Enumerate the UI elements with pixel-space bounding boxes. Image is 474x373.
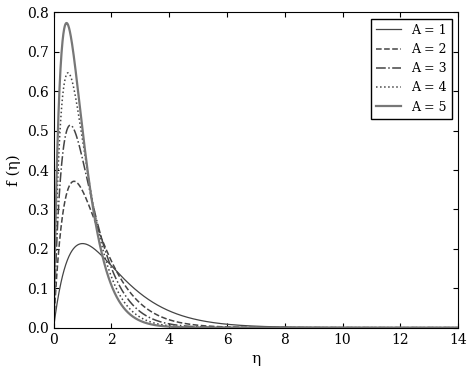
A = 2 <box>444 325 449 330</box>
A = 5 <box>248 325 254 330</box>
A = 2 <box>370 325 375 330</box>
A = 1 <box>370 325 375 330</box>
A = 4 <box>248 325 254 330</box>
A = 4 <box>456 325 461 330</box>
A = 3 <box>248 325 254 330</box>
A = 3 <box>370 325 375 330</box>
A = 1 <box>80 241 85 246</box>
Line: A = 1: A = 1 <box>54 244 458 327</box>
A = 2 <box>237 325 243 329</box>
A = 4 <box>65 70 71 75</box>
A = 5 <box>64 21 69 25</box>
A = 5 <box>444 325 449 330</box>
A = 1 <box>237 323 243 327</box>
A = 4 <box>444 325 449 330</box>
X-axis label: η: η <box>251 352 261 366</box>
A = 2 <box>444 325 449 330</box>
A = 5 <box>237 325 243 330</box>
A = 1 <box>72 245 77 250</box>
A = 1 <box>248 324 254 328</box>
A = 2 <box>71 179 77 184</box>
A = 2 <box>456 325 461 330</box>
A = 3 <box>237 325 243 330</box>
A = 4 <box>237 325 243 330</box>
A = 2 <box>72 179 77 184</box>
A = 2 <box>248 325 254 330</box>
A = 4 <box>51 325 56 330</box>
A = 2 <box>51 325 56 330</box>
Line: A = 5: A = 5 <box>54 23 458 327</box>
A = 4 <box>72 89 77 94</box>
A = 1 <box>444 325 449 330</box>
A = 3 <box>51 325 56 330</box>
A = 4 <box>370 325 375 330</box>
Y-axis label: f (η): f (η) <box>7 154 21 186</box>
A = 1 <box>444 325 449 330</box>
A = 5 <box>456 325 461 330</box>
A = 1 <box>51 325 56 330</box>
Line: A = 2: A = 2 <box>54 181 458 327</box>
Legend: A = 1, A = 2, A = 3, A = 4, A = 5: A = 1, A = 2, A = 3, A = 4, A = 5 <box>371 19 452 119</box>
A = 1 <box>456 325 461 330</box>
A = 3 <box>444 325 449 330</box>
A = 5 <box>444 325 449 330</box>
A = 5 <box>370 325 375 330</box>
Line: A = 3: A = 3 <box>54 125 458 327</box>
A = 3 <box>72 128 77 133</box>
A = 3 <box>444 325 449 330</box>
A = 3 <box>67 123 73 128</box>
A = 3 <box>456 325 461 330</box>
Line: A = 4: A = 4 <box>54 73 458 327</box>
A = 4 <box>444 325 449 330</box>
A = 5 <box>72 59 77 64</box>
A = 5 <box>51 325 56 330</box>
